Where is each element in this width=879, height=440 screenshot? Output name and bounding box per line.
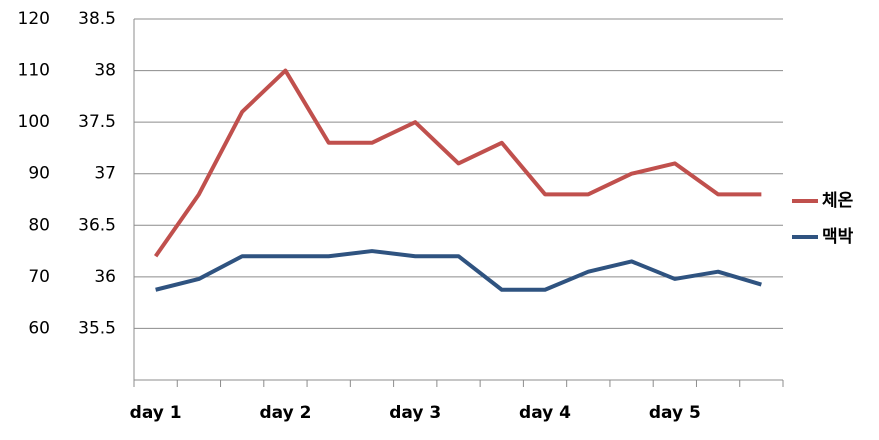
y-tick-label: 37	[94, 164, 116, 184]
y2-tick-label: 120	[18, 9, 50, 29]
series-line	[155, 249, 762, 292]
y-tick-label: 36	[94, 267, 116, 287]
x-tick-label: day 3	[389, 403, 441, 423]
y2-tick-label: 60	[28, 318, 50, 338]
x-tick-label: day 2	[259, 403, 311, 423]
x-tick-label: day 5	[649, 403, 701, 423]
y-tick-label: 37.5	[78, 112, 116, 132]
legend-label: 맥박	[822, 227, 854, 247]
y-tick-label: 38.5	[78, 9, 116, 29]
x-tick-label: day 1	[130, 403, 182, 423]
y2-tick-label: 80	[28, 215, 50, 235]
legend-label: 체온	[822, 191, 854, 211]
y2-tick-label: 70	[28, 267, 50, 287]
y-tick-label: 35.5	[78, 318, 116, 338]
y2-tick-label: 110	[18, 61, 50, 81]
series-line	[153, 68, 762, 258]
x-tick-label: day 4	[519, 403, 571, 423]
y-tick-label: 36.5	[78, 215, 116, 235]
y2-tick-label: 90	[28, 164, 50, 184]
y-tick-label: 38	[94, 61, 116, 81]
y2-tick-label: 100	[18, 112, 50, 132]
